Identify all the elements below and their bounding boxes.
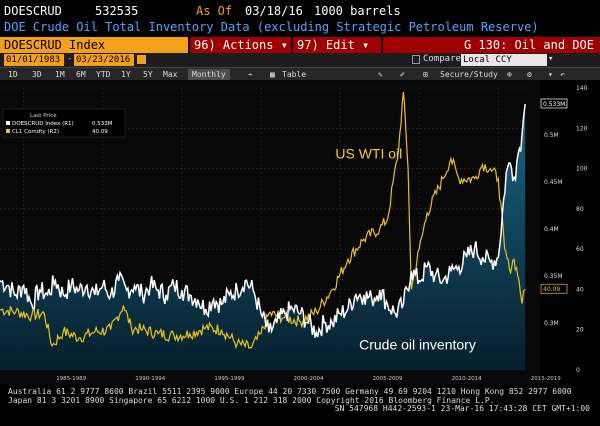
currency-select[interactable]: Local CCY [461,54,547,66]
legend-name-inventory: DOESCRUD Index (R1) [12,121,74,127]
last-value-box [540,283,568,294]
r2-tick-label: 20 [576,327,584,334]
security-code: 532535 [95,4,139,18]
x-tick-label: 2015-2019 [531,376,561,382]
table-button[interactable]: Table [282,70,307,79]
chart-area: 0.3M 0.35M 0.4M 0.45M 0.5M 0 20 40 60 80 100 120 14… [0,80,600,386]
last-value-box [540,98,568,109]
r2-tick-label: 140 [576,85,588,92]
x-tick-label: 1985-1989 [56,376,86,382]
period-bar: 1D 3D 1M 6M YTD 1Y 5Y Max Monthly ⌁ ▦ Ta… [0,67,600,81]
last-value-labels: 0.533M 40.09 [540,98,568,294]
table-icon[interactable]: ▦ [270,70,275,79]
r2-tick-label: 100 [576,166,588,173]
subtitle-bar: DOE Crude Oil Total Inventory Data (excl… [0,19,600,36]
last-value-label: 0.533M [543,101,565,108]
legend-name-oil: CL1 Comdty (R2) [12,129,59,135]
actions-menu[interactable]: 96) Actions ▾ [190,37,291,53]
edit-icon[interactable]: ✐ [400,70,405,79]
x-tick-label: 2000-2004 [293,376,323,382]
grid [0,87,526,371]
r2-tick-label: 60 [576,246,584,253]
as-of-date: 03/18/16 [245,4,303,18]
period-5y[interactable]: 5Y [143,70,153,79]
r2-tick-label: 40 [576,286,584,293]
period-3d[interactable]: 3D [32,70,42,79]
r1-tick-label: 0.3M [544,320,559,327]
period-1m[interactable]: 1M [55,70,65,79]
end-date-input[interactable]: 03/23/2016 [74,54,134,66]
r1-tick-label: 0.5M [544,132,559,139]
inventory-oil-chart: 0.3M 0.35M 0.4M 0.45M 0.5M 0 20 40 60 80 100 120 14… [0,80,600,386]
oil-price-line [0,91,526,350]
date-range-bar: 01/01/1983 - 03/23/2016 Compare Local CC… [0,53,600,67]
annotations: US WTI oil Crude oil inventory [335,146,475,353]
page-label: G 130: Oil and DOE [463,38,594,52]
as-of-label: As Of [196,4,233,18]
x-axis: 1985-1989 1990-1994 1995-1999 2000-2004 2005… [56,376,561,382]
r1-tick-label: 0.45M [544,179,563,186]
edit-menu[interactable]: 97) Edit ▾ [293,37,381,53]
page-subtitle: DOE Crude Oil Total Inventory Data (excl… [4,20,539,34]
footer-line-2: Japan 81 3 3201 8900 Singapore 65 6212 1… [8,395,495,405]
right-axis-2: 0 20 40 60 80 100 120 140 [576,85,588,374]
footer: Australia 61 2 9777 8600 Brazil 5511 239… [0,387,600,426]
page-title: G 130: Oil and DOE [383,37,600,53]
chevron-down-icon[interactable]: ▾ [548,54,554,64]
calendar-icon[interactable] [137,55,146,64]
period-max[interactable]: Max [163,70,178,79]
legend-value-inventory: 0.533M [92,121,113,127]
r1-tick-label: 0.4M [544,226,559,233]
toolbar: DOESCRUD Index 96) Actions ▾ 97) Edit ▾ … [0,37,600,53]
start-date-input[interactable]: 01/01/1983 [4,54,64,66]
study-tools-label[interactable]: Secure/Study [440,70,498,79]
r2-tick-label: 120 [576,125,588,132]
settings-icon[interactable]: ⚙ [527,70,532,79]
annotation-label: US WTI oil [335,146,402,162]
footer-line-1: Australia 61 2 9777 8600 Brazil 5511 239… [8,387,572,396]
legend-box [2,108,126,138]
undo-icon[interactable]: ↶ [560,70,565,79]
ticker: DOESCRUD [4,4,62,18]
line-chart-icon[interactable]: ⌁ [248,70,253,79]
x-tick-label: 2005-2009 [373,376,403,382]
inventory-area [0,104,526,370]
compare-checkbox[interactable] [412,55,420,64]
study-icon[interactable]: ⊞ [423,70,428,79]
legend-title: Last Price [30,113,57,119]
last-value-label: 40.09 [543,286,560,293]
legend-swatch-oil [6,129,10,133]
x-tick-label: 1990-1994 [135,376,165,382]
period-1d[interactable]: 1D [8,70,18,79]
annotation-label: Crude oil inventory [359,336,476,352]
right-axis-1: 0.3M 0.35M 0.4M 0.45M 0.5M [544,132,563,327]
compare-label: Compare [423,54,461,64]
title-bar: DOESCRUD 532535 As Of 03/18/16 1000 barr… [0,0,600,20]
inventory-line [0,103,526,338]
draw-icon[interactable]: ✎ [378,70,383,79]
footer-line-3: SN 547968 H442-2593-1 23-Mar-16 17:43:28… [334,404,590,414]
r1-tick-label: 0.35M [544,273,563,280]
period-1y[interactable]: 1Y [121,70,131,79]
period-ytd[interactable]: YTD [96,70,111,79]
units-label: 1000 barrels [314,4,401,18]
period-6m[interactable]: 6M [76,70,86,79]
frequency-select[interactable]: Monthly [188,69,230,80]
r2-tick-label: 80 [576,206,584,213]
date-separator: - [67,54,73,64]
chevron-down-icon[interactable]: ▾ [548,70,553,79]
zoom-icon[interactable]: ⊕ [507,70,512,79]
x-tick-label: 1995-1999 [214,376,244,382]
x-tick-label: 2010-2014 [452,376,482,382]
legend-swatch-inventory [6,121,10,125]
r2-tick-label: 0 [576,367,580,374]
legend-value-oil: 40.09 [92,129,108,135]
index-field[interactable]: DOESCRUD Index [0,37,188,53]
